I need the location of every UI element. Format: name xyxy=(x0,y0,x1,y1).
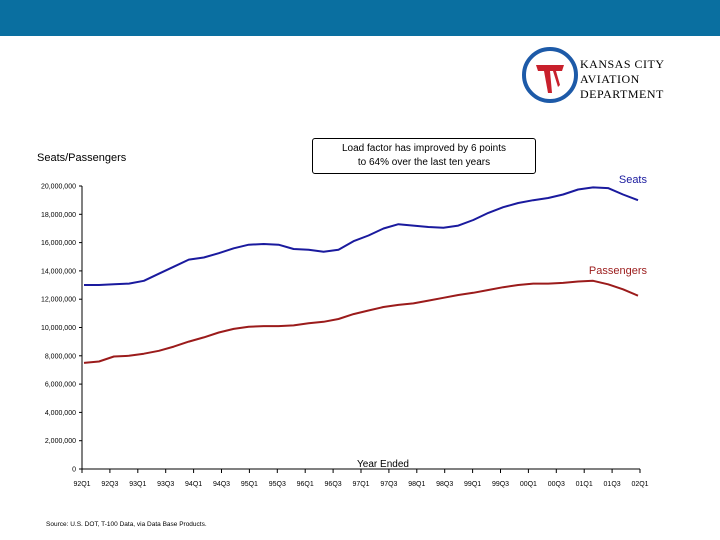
y-axis-title: Seats/Passengers xyxy=(37,152,127,164)
x-tick-label: 00Q3 xyxy=(548,481,565,488)
y-tick-label: 10,000,000 xyxy=(41,325,76,332)
x-tick-label: 98Q1 xyxy=(408,481,425,488)
x-tick-label: 95Q1 xyxy=(241,481,258,488)
x-tick-label: 97Q1 xyxy=(352,481,369,488)
airport-logo-icon xyxy=(522,47,578,103)
y-tick-label: 18,000,000 xyxy=(41,212,76,219)
x-tick-label: 94Q1 xyxy=(185,481,202,488)
y-tick-label: 0 xyxy=(72,467,76,474)
logo-line-1: KANSAS CITY xyxy=(580,57,665,71)
y-tick-label: 20,000,000 xyxy=(41,184,76,191)
x-ticks: 92Q1 92Q3 93Q1 93Q3 94Q1 94Q3 95Q1 95Q3 96Q1 96Q3… xyxy=(73,469,649,488)
top-banner xyxy=(0,0,720,36)
y-tick-label: 16,000,000 xyxy=(41,240,76,247)
y-tick-label: 4,000,000 xyxy=(45,410,76,417)
seats-series-label: Seats xyxy=(619,174,648,186)
kansas-city-aviation-logo: KANSAS CITY AVIATION DEPARTMENT xyxy=(522,47,712,103)
callout-line-1: Load factor has improved by 6 points xyxy=(342,143,506,154)
y-tick-label: 12,000,000 xyxy=(41,297,76,304)
y-tick-label: 2,000,000 xyxy=(45,438,76,445)
y-tick-label: 8,000,000 xyxy=(45,353,76,360)
x-tick-label: 96Q1 xyxy=(297,481,314,488)
x-tick-label: 97Q3 xyxy=(380,481,397,488)
seats-line xyxy=(84,186,639,286)
source-note: Source: U.S. DOT, T-100 Data, via Data B… xyxy=(46,521,207,528)
x-tick-label: 93Q3 xyxy=(157,481,174,488)
x-tick-label: 92Q1 xyxy=(73,481,90,488)
y-tick-label: 6,000,000 xyxy=(45,382,76,389)
x-tick-label: 01Q3 xyxy=(604,481,621,488)
x-tick-label: 99Q1 xyxy=(464,481,481,488)
x-tick-label: 98Q3 xyxy=(436,481,453,488)
series-lines: Seats Passengers xyxy=(83,174,648,364)
x-tick-label: 01Q1 xyxy=(576,481,593,488)
x-tick-label: 94Q3 xyxy=(213,481,230,488)
callout-line-2: to 64% over the last ten years xyxy=(357,157,491,168)
x-tick-label: 02Q1 xyxy=(631,481,648,488)
x-tick-label: 99Q3 xyxy=(492,481,509,488)
x-tick-label: 00Q1 xyxy=(520,481,537,488)
x-tick-label: 93Q1 xyxy=(129,481,146,488)
x-axis-title: Year Ended xyxy=(357,459,409,470)
logo-line-2: AVIATION DEPARTMENT xyxy=(580,72,664,101)
passengers-line xyxy=(83,279,639,364)
y-ticks: 0 2,000,000 4,000,000 6,000,000 8,000,000 10,… xyxy=(41,184,82,474)
load-factor-callout: Load factor has improved by 6 points to … xyxy=(312,138,536,174)
x-tick-label: 96Q3 xyxy=(325,481,342,488)
x-tick-label: 92Q3 xyxy=(101,481,118,488)
x-tick-label: 95Q3 xyxy=(269,481,286,488)
y-tick-label: 14,000,000 xyxy=(41,268,76,275)
passengers-series-label: Passengers xyxy=(589,265,648,277)
